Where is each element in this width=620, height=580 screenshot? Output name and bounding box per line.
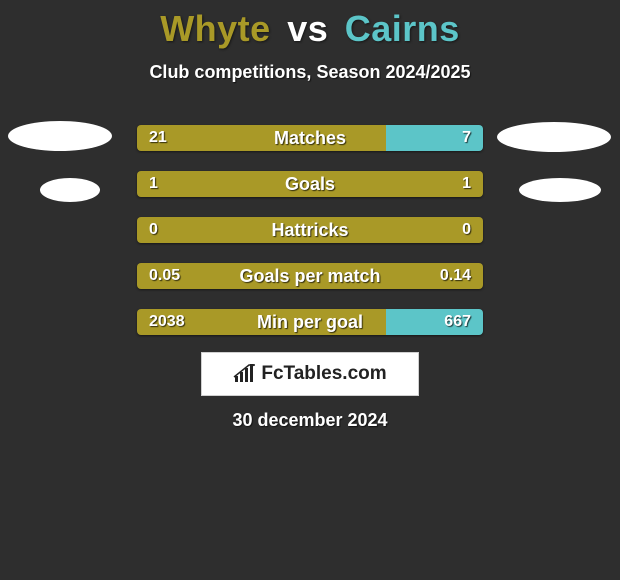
bar-track bbox=[137, 309, 483, 335]
value-right: 7 bbox=[462, 125, 471, 151]
avatar bbox=[40, 178, 100, 202]
value-left: 1 bbox=[149, 171, 158, 197]
subtitle: Club competitions, Season 2024/2025 bbox=[0, 62, 620, 83]
player1-name: Whyte bbox=[160, 8, 271, 49]
bar-left bbox=[137, 263, 483, 289]
bar-left bbox=[137, 217, 483, 243]
date-text: 30 december 2024 bbox=[0, 410, 620, 431]
comparison-title: Whyte vs Cairns bbox=[0, 0, 620, 50]
value-right: 667 bbox=[444, 309, 471, 335]
chart-icon bbox=[233, 364, 257, 384]
stat-row: 2038667Min per goal bbox=[0, 309, 620, 335]
value-right: 0 bbox=[462, 217, 471, 243]
value-right: 0.14 bbox=[440, 263, 471, 289]
bar-track bbox=[137, 171, 483, 197]
stat-row: 0.050.14Goals per match bbox=[0, 263, 620, 289]
player2-name: Cairns bbox=[345, 8, 460, 49]
bar-track bbox=[137, 217, 483, 243]
vs-text: vs bbox=[287, 8, 328, 49]
value-left: 0.05 bbox=[149, 263, 180, 289]
value-left: 0 bbox=[149, 217, 158, 243]
badge-text: FcTables.com bbox=[261, 363, 386, 385]
bar-track bbox=[137, 263, 483, 289]
value-left: 21 bbox=[149, 125, 167, 151]
stats-container: 217Matches11Goals00Hattricks0.050.14Goal… bbox=[0, 125, 620, 335]
value-right: 1 bbox=[462, 171, 471, 197]
source-badge[interactable]: FcTables.com bbox=[201, 352, 419, 396]
bar-left bbox=[137, 171, 483, 197]
stat-row: 00Hattricks bbox=[0, 217, 620, 243]
avatar bbox=[519, 178, 601, 202]
value-left: 2038 bbox=[149, 309, 185, 335]
bar-track bbox=[137, 125, 483, 151]
avatar bbox=[8, 121, 112, 151]
avatar bbox=[497, 122, 611, 152]
bar-left bbox=[137, 125, 386, 151]
